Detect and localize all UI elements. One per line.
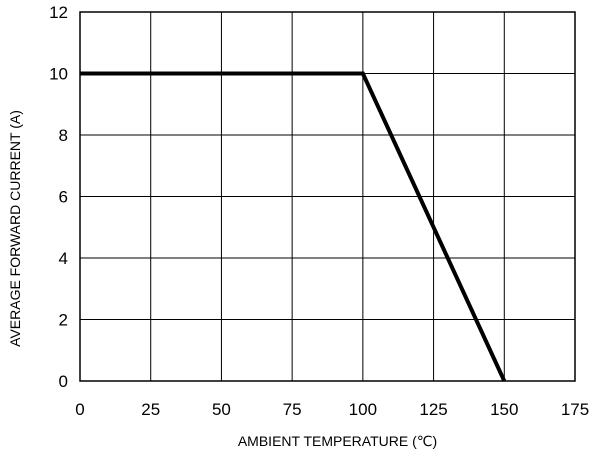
x-tick-label: 125 [419, 400, 447, 419]
y-tick-label: 10 [49, 65, 68, 84]
x-tick-label: 75 [283, 400, 302, 419]
x-tick-labels: 0 25 50 75 100 125 150 175 [75, 400, 589, 419]
x-tick-label: 0 [75, 400, 84, 419]
x-tick-label: 25 [141, 400, 160, 419]
x-tick-label: 100 [349, 400, 377, 419]
y-tick-label: 12 [49, 3, 68, 22]
y-tick-label: 6 [59, 188, 68, 207]
grid [79, 11, 576, 382]
series-layer [80, 71, 507, 382]
y-tick-label: 2 [59, 311, 68, 330]
x-axis-title: AMBIENT TEMPERATURE (℃) [238, 433, 437, 449]
y-tick-labels: 0 2 4 6 8 10 12 [49, 3, 68, 391]
x-tick-label: 175 [561, 400, 589, 419]
series-line-0 [80, 71, 507, 382]
y-axis-title: AVERAGE FORWARD CURRENT (A) [7, 110, 23, 347]
plot-frame [79, 11, 576, 382]
y-tick-label: 0 [59, 372, 68, 391]
x-tick-label: 150 [490, 400, 518, 419]
y-tick-label: 8 [59, 126, 68, 145]
x-tick-label: 50 [212, 400, 231, 419]
y-tick-label: 4 [59, 249, 68, 268]
